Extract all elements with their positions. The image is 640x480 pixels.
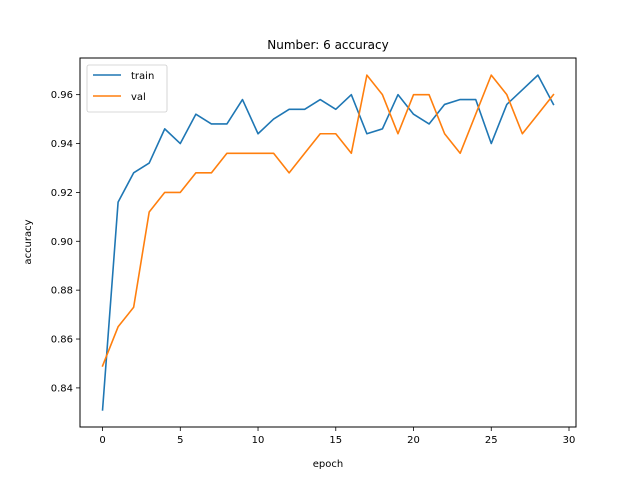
x-axis-ticks: 0 5 10 15 20 25 30 bbox=[99, 427, 575, 446]
legend-label-train: train bbox=[131, 71, 154, 82]
y-tick-label: 0.96 bbox=[51, 90, 73, 101]
x-tick-label: 25 bbox=[485, 435, 498, 446]
chart-title: Number: 6 accuracy bbox=[267, 38, 388, 52]
x-axis-label: epoch bbox=[313, 459, 343, 470]
y-tick-label: 0.92 bbox=[51, 188, 73, 199]
x-tick-label: 30 bbox=[563, 435, 576, 446]
y-axis-label: accuracy bbox=[23, 219, 34, 264]
y-tick-label: 0.88 bbox=[51, 286, 73, 297]
y-tick-label: 0.86 bbox=[51, 335, 73, 346]
series-line-val bbox=[101, 74, 555, 367]
y-tick-label: 0.84 bbox=[51, 383, 73, 394]
y-axis-ticks: 0.84 0.86 0.88 0.90 0.92 0.94 0.96 bbox=[51, 90, 80, 394]
y-tick-label: 0.94 bbox=[51, 139, 73, 150]
legend-box bbox=[86, 64, 168, 113]
x-tick-label: 5 bbox=[177, 435, 183, 446]
x-tick-label: 15 bbox=[329, 435, 342, 446]
x-tick-label: 0 bbox=[99, 435, 105, 446]
legend: train val bbox=[86, 64, 168, 113]
x-tick-label: 20 bbox=[407, 435, 420, 446]
legend-label-val: val bbox=[131, 92, 146, 103]
plot-frame bbox=[79, 57, 577, 428]
plot-lines bbox=[101, 74, 555, 411]
x-tick-label: 10 bbox=[252, 435, 265, 446]
y-tick-label: 0.90 bbox=[51, 237, 73, 248]
